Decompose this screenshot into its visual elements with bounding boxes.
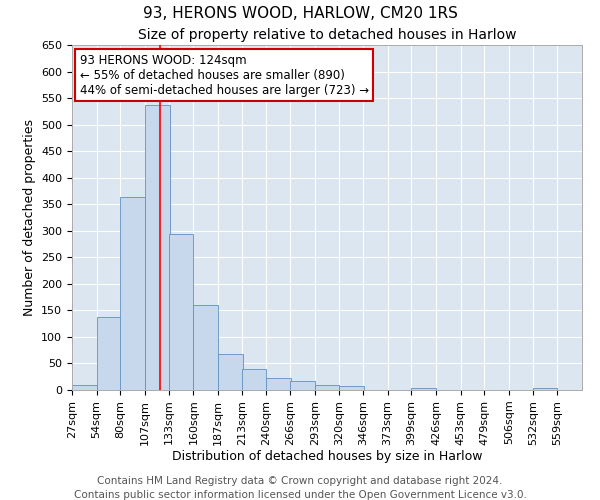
Bar [314, 384, 340, 390]
Bar [97, 318, 121, 390]
Bar [412, 388, 436, 390]
Y-axis label: Number of detached properties: Number of detached properties [23, 119, 35, 316]
Bar [169, 234, 193, 390]
Bar [533, 388, 557, 390]
Text: 93, HERONS WOOD, HARLOW, CM20 1RS: 93, HERONS WOOD, HARLOW, CM20 1RS [143, 6, 457, 20]
Bar [290, 381, 314, 390]
Text: 93 HERONS WOOD: 124sqm
← 55% of detached houses are smaller (890)
44% of semi-de: 93 HERONS WOOD: 124sqm ← 55% of detached… [80, 54, 369, 96]
Title: Size of property relative to detached houses in Harlow: Size of property relative to detached ho… [138, 28, 516, 42]
Bar [340, 386, 364, 390]
Bar [121, 198, 145, 390]
Bar [242, 369, 266, 390]
Bar [218, 354, 242, 390]
Text: Contains HM Land Registry data © Crown copyright and database right 2024.
Contai: Contains HM Land Registry data © Crown c… [74, 476, 526, 500]
Bar [145, 105, 170, 390]
Bar [266, 378, 291, 390]
Bar [72, 384, 97, 390]
X-axis label: Distribution of detached houses by size in Harlow: Distribution of detached houses by size … [172, 450, 482, 464]
Bar [193, 305, 218, 390]
